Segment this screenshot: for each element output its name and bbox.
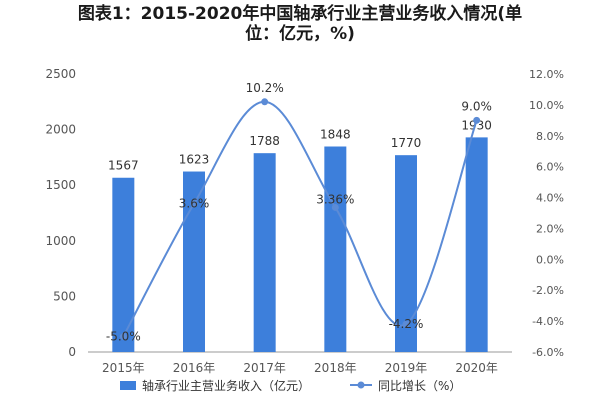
bar-2020年: [465, 137, 488, 352]
x-tick-label: 2017年: [243, 361, 286, 375]
growth-point-2015年: [119, 333, 127, 341]
growth-value-label: -4.2%: [389, 317, 424, 331]
x-tick-label: 2018年: [314, 361, 357, 375]
bar-value-label: 1770: [391, 136, 422, 150]
bar-value-label: 1848: [320, 128, 351, 142]
growth-point-2020年: [473, 116, 481, 124]
growth-value-label: -5.0%: [106, 330, 141, 344]
growth-value-label: 10.2%: [246, 81, 284, 95]
y-right-tick-label: -6.0%: [532, 346, 564, 359]
growth-point-2019年: [402, 320, 410, 328]
bar-2016年: [183, 171, 205, 352]
legend-line-label: 同比增长（%）: [378, 379, 461, 393]
y-right-tick-label: 8.0%: [536, 130, 564, 143]
legend-bar-label: 轴承行业主营业务收入（亿元）: [142, 378, 310, 393]
x-tick-label: 2020年: [455, 361, 498, 375]
y-right-tick-label: 10.0%: [529, 99, 564, 112]
x-tick-label: 2016年: [173, 361, 216, 375]
bar-2015年: [112, 177, 135, 352]
legend-bar-swatch: [120, 381, 136, 390]
bar-2019年: [395, 155, 417, 352]
growth-point-2016年: [190, 200, 198, 208]
chart-title: 图表1：2015-2020年中国轴承行业主营业务收入情况(单 位：亿元，%): [0, 4, 600, 44]
y-left-tick-label: 500: [53, 289, 76, 303]
y-left-tick-label: 2000: [45, 123, 76, 137]
bar-value-label: 1930: [461, 118, 492, 132]
y-right-tick-label: -2.0%: [532, 284, 564, 297]
growth-value-label: 3.6%: [179, 197, 210, 211]
bar-value-label: 1788: [249, 134, 280, 148]
y-right-tick-label: 12.0%: [529, 68, 564, 81]
y-left-tick-label: 0: [68, 345, 76, 359]
bar-2017年: [253, 153, 276, 352]
growth-value-label: 3.36%: [316, 192, 354, 206]
chart-title-line-1: 图表1：2015-2020年中国轴承行业主营业务收入情况(单: [77, 4, 523, 24]
y-right-tick-label: 2.0%: [536, 222, 564, 235]
growth-point-2017年: [261, 98, 269, 106]
bar-2018年: [324, 146, 347, 352]
x-tick-label: 2019年: [385, 361, 428, 375]
y-right-tick-label: 6.0%: [536, 161, 564, 174]
growth-point-2018年: [331, 203, 339, 211]
growth-line: [122, 100, 478, 338]
legend-line-marker: [357, 381, 365, 389]
bar-value-label: 1567: [108, 159, 139, 173]
growth-value-label: 9.0%: [461, 99, 492, 113]
y-right-tick-label: 4.0%: [536, 192, 564, 205]
y-left-tick-label: 1500: [45, 178, 76, 192]
bar-value-label: 1623: [179, 153, 210, 167]
y-left-tick-label: 1000: [45, 234, 76, 248]
y-right-tick-label: 0.0%: [536, 253, 564, 266]
chart-title-line-2: 位：亿元，%): [245, 24, 355, 44]
y-right-tick-label: -4.0%: [532, 315, 564, 328]
y-left-tick-label: 2500: [45, 67, 76, 81]
x-tick-label: 2015年: [102, 361, 145, 375]
